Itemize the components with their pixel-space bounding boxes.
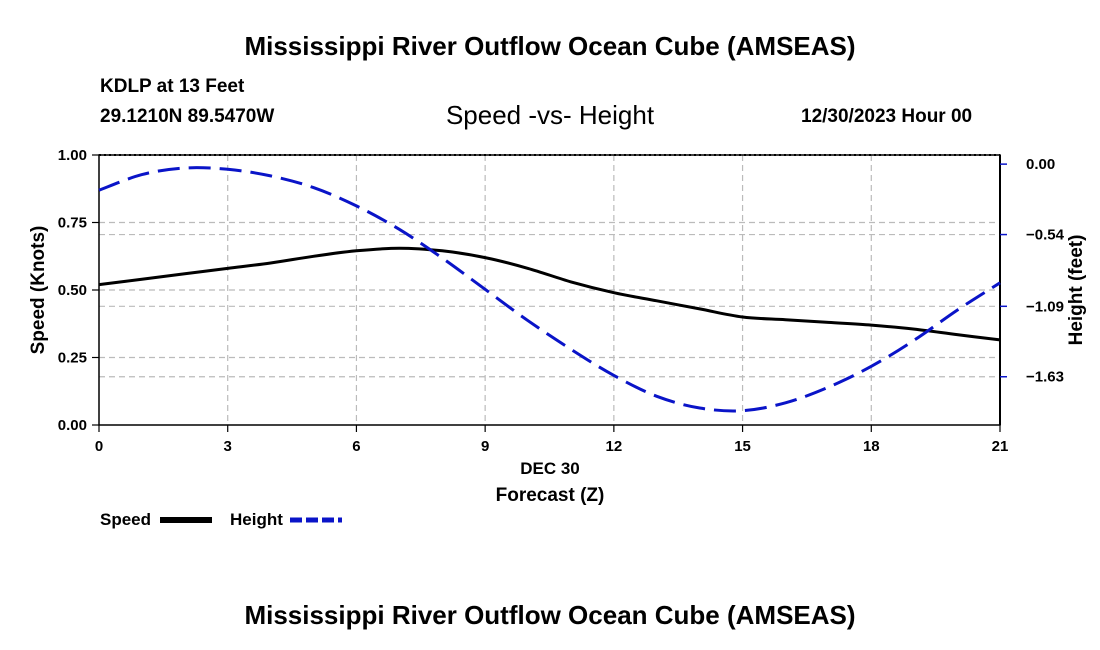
- left-y-axis: 0.00 0.25 0.50 0.75 1.00: [58, 147, 99, 434]
- x-tick-label: 9: [481, 438, 489, 455]
- legend-height-label: Height: [230, 510, 283, 529]
- y2-tick-label: −1.63: [1026, 369, 1064, 386]
- right-y-axis: 0.00 −0.54 −1.09 −1.63: [1000, 156, 1065, 386]
- footer-title: Mississippi River Outflow Ocean Cube (AM…: [244, 600, 856, 630]
- main-title: Mississippi River Outflow Ocean Cube (AM…: [244, 31, 856, 61]
- x-tick-label: 18: [863, 438, 880, 455]
- y2-tick-label: 0.00: [1026, 156, 1055, 173]
- chart-title: Speed -vs- Height: [445, 100, 655, 130]
- series-lines: [98, 166, 1001, 413]
- forecast-date-label: 12/30/2023 Hour 00: [801, 106, 973, 127]
- x-tick-label: 12: [606, 438, 623, 455]
- y-tick-label: 1.00: [58, 147, 87, 164]
- x-tick-label: 15: [734, 438, 751, 455]
- speed-series-line: [98, 246, 1001, 342]
- y2-tick-label: −1.09: [1026, 298, 1064, 315]
- x-axis-label: Forecast (Z): [496, 485, 605, 506]
- y-axis-label: Speed (Knots): [28, 226, 49, 355]
- x-axis: 0 3 6 9 12 15 18 21: [95, 425, 1009, 455]
- legend-speed-label: Speed: [100, 510, 151, 529]
- x-tick-label: 3: [224, 438, 232, 455]
- y-tick-label: 0.50: [58, 282, 87, 299]
- legend: Speed Height: [100, 510, 342, 529]
- y-tick-label: 0.00: [58, 417, 87, 434]
- grid-lines: [99, 155, 1000, 425]
- y2-tick-label: −0.54: [1026, 227, 1065, 244]
- coordinates-label: 29.1210N 89.5470W: [100, 106, 275, 127]
- y-tick-label: 0.25: [58, 350, 87, 367]
- y-tick-label: 0.75: [58, 215, 87, 232]
- station-label: KDLP at 13 Feet: [100, 76, 245, 97]
- y2-axis-label: Height (feet): [1066, 235, 1087, 346]
- x-tick-label: 0: [95, 438, 103, 455]
- x-date-label: DEC 30: [520, 459, 580, 478]
- x-tick-label: 6: [352, 438, 360, 455]
- x-tick-label: 21: [992, 438, 1009, 455]
- height-series-line: [98, 166, 1001, 413]
